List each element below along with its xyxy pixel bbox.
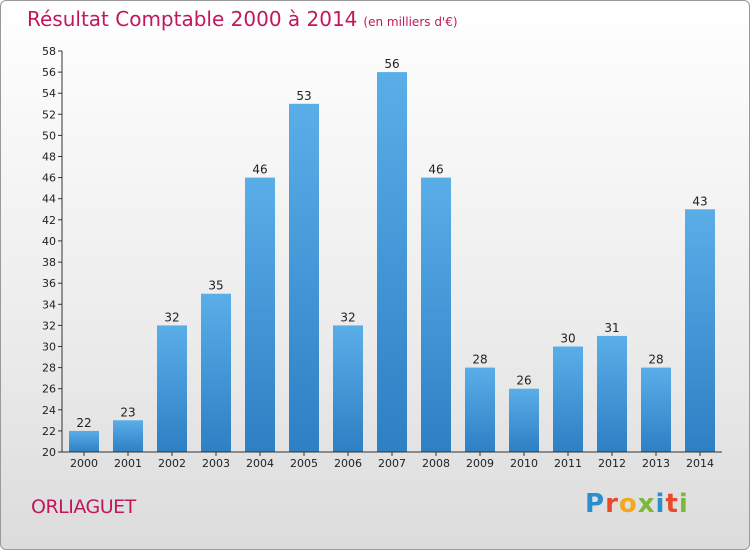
value-label-2007: 56 [384, 57, 399, 71]
bar-2013 [641, 367, 671, 452]
x-tick-label-2004: 2004 [246, 457, 274, 470]
value-label-2009: 28 [472, 353, 487, 367]
y-tick-label-48: 48 [42, 151, 56, 164]
x-tick-label-2010: 2010 [510, 457, 538, 470]
x-tick-label-2008: 2008 [422, 457, 450, 470]
x-tick-label-2007: 2007 [378, 457, 406, 470]
y-tick-label-38: 38 [42, 256, 56, 269]
chart-title-text: Résultat Comptable 2000 à 2014 [27, 7, 358, 31]
x-tick-label-2002: 2002 [158, 457, 186, 470]
bar-2004 [245, 177, 275, 452]
bar-2006 [333, 325, 363, 452]
x-tick-label-2000: 2000 [70, 457, 98, 470]
value-label-2011: 30 [560, 332, 575, 346]
y-tick-label-52: 52 [42, 108, 56, 121]
y-tick-label-42: 42 [42, 214, 56, 227]
bar-2010 [509, 388, 539, 452]
y-tick-label-56: 56 [42, 66, 56, 79]
y-tick-label-22: 22 [42, 425, 56, 438]
logo-letter: i [678, 489, 689, 519]
bars-group: 22 23 32 35 46 53 32 56 46 28 26 30 31 28 43 [69, 57, 715, 453]
value-label-2004: 46 [252, 163, 267, 177]
logo-letter: x [637, 489, 656, 519]
y-tick-label-20: 20 [42, 446, 56, 459]
bar-2002 [157, 325, 187, 452]
x-tick-label-2013: 2013 [642, 457, 670, 470]
bar-2001 [113, 420, 143, 452]
value-label-2010: 26 [516, 374, 531, 388]
bar-2009 [465, 367, 495, 452]
value-label-2005: 53 [296, 89, 311, 103]
y-tick-label-24: 24 [42, 404, 56, 417]
bar-2011 [553, 346, 583, 452]
y-tick-label-30: 30 [42, 341, 56, 354]
bar-2007 [377, 72, 407, 452]
x-tick-label-2006: 2006 [334, 457, 362, 470]
value-label-2006: 32 [340, 310, 355, 324]
value-label-2003: 35 [208, 279, 223, 293]
value-label-2002: 32 [164, 310, 179, 324]
y-tick-label-34: 34 [42, 298, 56, 311]
x-tick-label-2009: 2009 [466, 457, 494, 470]
y-tick-label-44: 44 [42, 193, 56, 206]
logo-letter: P [585, 489, 606, 519]
value-label-2014: 43 [692, 194, 707, 208]
bar-2014 [685, 209, 715, 452]
logo-letter: i [655, 489, 666, 519]
logo-letter: r [605, 489, 619, 519]
y-tick-label-46: 46 [42, 172, 56, 185]
value-label-2008: 46 [428, 163, 443, 177]
y-tick-label-28: 28 [42, 362, 56, 375]
bar-2000 [69, 430, 99, 452]
x-tick-label-2014: 2014 [686, 457, 714, 470]
y-tick-label-58: 58 [42, 45, 56, 58]
proxiti-logo: Proxiti [585, 489, 689, 519]
x-tick-label-2011: 2011 [554, 457, 582, 470]
axes-group: 2000 2001 2002 2003 2004 2005 2006 2007 2008 2009… [42, 45, 722, 470]
value-label-2012: 31 [604, 321, 619, 335]
y-tick-label-50: 50 [42, 129, 56, 142]
x-tick-label-2005: 2005 [290, 457, 318, 470]
commune-name: ORLIAGUET [31, 496, 136, 518]
y-tick-label-40: 40 [42, 235, 56, 248]
chart-subtitle: (en milliers d'€) [363, 15, 458, 29]
x-tick-label-2001: 2001 [114, 457, 142, 470]
logo-letter: t [665, 489, 679, 519]
x-tick-label-2003: 2003 [202, 457, 230, 470]
value-label-2001: 23 [120, 405, 135, 419]
bar-2003 [201, 293, 231, 452]
value-label-2013: 28 [648, 353, 663, 367]
y-tick-label-36: 36 [42, 277, 56, 290]
y-tick-label-26: 26 [42, 383, 56, 396]
bar-2012 [597, 335, 627, 452]
y-tick-label-32: 32 [42, 319, 56, 332]
chart-title: Résultat Comptable 2000 à 2014 (en millie… [27, 7, 458, 31]
value-label-2000: 22 [76, 416, 91, 430]
logo-letter: o [618, 489, 638, 519]
bar-2005 [289, 103, 319, 453]
bar-2008 [421, 177, 451, 452]
y-tick-label-54: 54 [42, 87, 56, 100]
x-tick-label-2012: 2012 [598, 457, 626, 470]
